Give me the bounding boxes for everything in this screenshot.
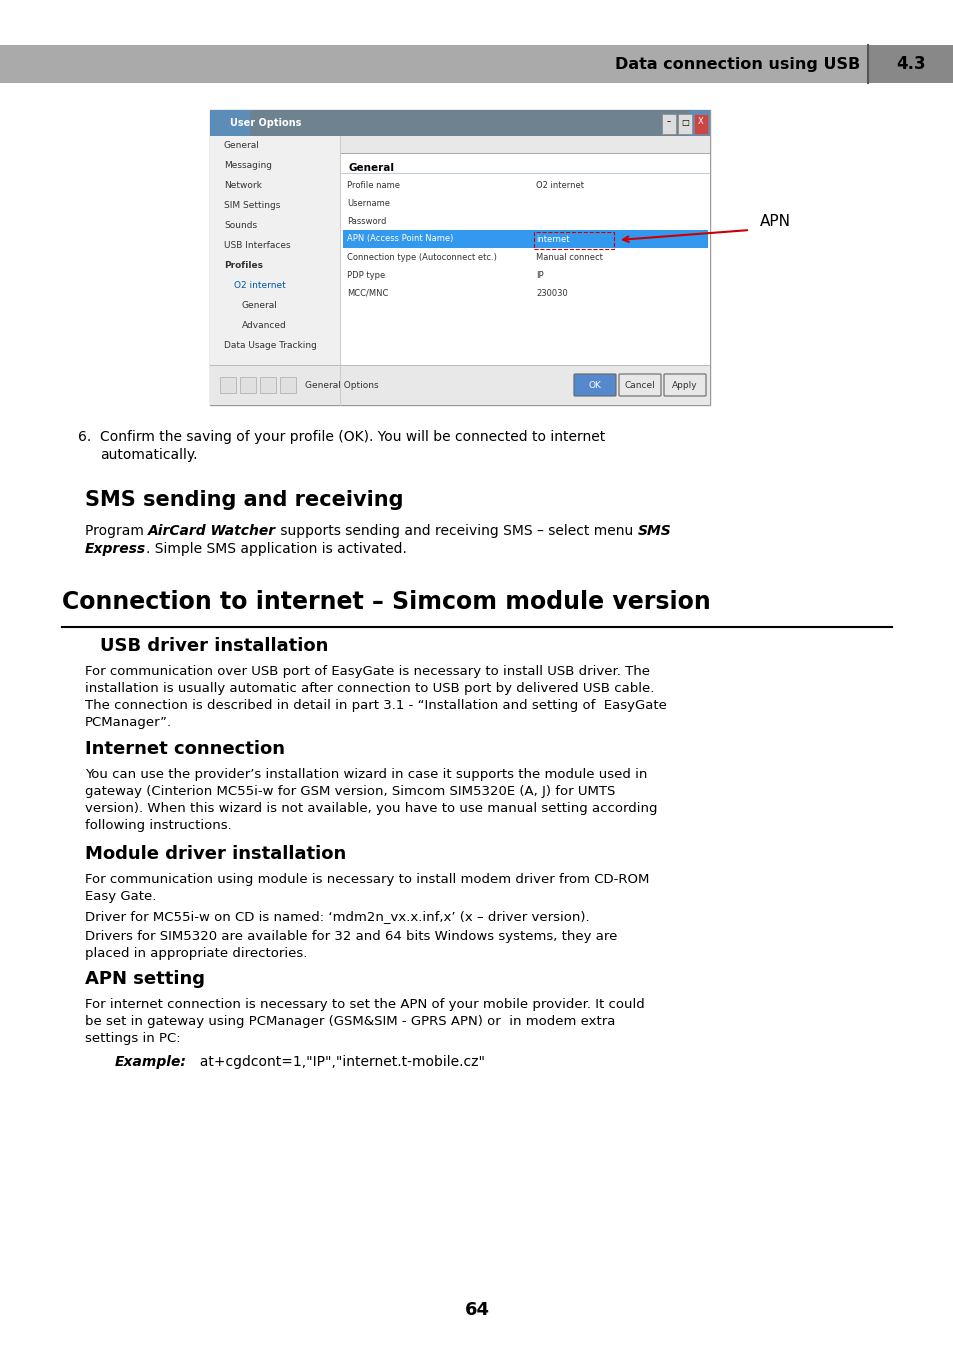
Text: General: General	[242, 301, 277, 310]
Text: Express: Express	[85, 542, 146, 556]
Text: settings in PC:: settings in PC:	[85, 1032, 180, 1045]
Text: following instructions.: following instructions.	[85, 819, 232, 832]
Text: APN: APN	[760, 214, 790, 229]
Text: Apply: Apply	[672, 380, 697, 390]
Text: For internet connection is necessary to set the APN of your mobile provider. It : For internet connection is necessary to …	[85, 998, 644, 1010]
Text: installation is usually automatic after connection to USB port by delivered USB : installation is usually automatic after …	[85, 683, 654, 695]
Bar	[210, 136, 339, 405]
Bar	[340, 136, 709, 405]
Text: For communication over USB port of EasyGate is necessary to install USB driver. : For communication over USB port of EasyG…	[85, 665, 649, 679]
Text: Profiles: Profiles	[224, 262, 263, 271]
Text: PCManager”.: PCManager”.	[85, 716, 172, 728]
Text: MCC/MNC: MCC/MNC	[347, 289, 388, 298]
Text: General: General	[349, 163, 395, 173]
Text: placed in appropriate directories.: placed in appropriate directories.	[85, 947, 307, 960]
Text: Profile name: Profile name	[347, 181, 399, 189]
Bar	[280, 376, 295, 393]
FancyBboxPatch shape	[663, 374, 705, 397]
Bar	[260, 376, 275, 393]
Text: O2 internet: O2 internet	[536, 181, 583, 189]
Text: IP: IP	[536, 271, 543, 279]
Bar	[343, 229, 707, 248]
Text: 230030: 230030	[536, 289, 567, 298]
Bar	[661, 115, 676, 134]
Text: Manual connect: Manual connect	[536, 252, 602, 262]
Bar	[340, 136, 709, 154]
Text: be set in gateway using PCManager (GSM&SIM - GPRS APN) or  in modem extra: be set in gateway using PCManager (GSM&S…	[85, 1014, 615, 1028]
Text: Sounds: Sounds	[224, 221, 257, 231]
Text: . Simple SMS application is activated.: . Simple SMS application is activated.	[146, 542, 407, 556]
Text: Easy Gate.: Easy Gate.	[85, 890, 156, 902]
Text: Messaging: Messaging	[224, 162, 272, 170]
Bar	[210, 111, 709, 405]
Text: PDP type: PDP type	[347, 271, 385, 279]
Text: For communication using module is necessary to install modem driver from CD-ROM: For communication using module is necess…	[85, 873, 649, 886]
Text: Module driver installation: Module driver installation	[85, 844, 346, 863]
Text: Driver for MC55i-w on CD is named: ‘mdm2n_vx.x.inf,x’ (x – driver version).: Driver for MC55i-w on CD is named: ‘mdm2…	[85, 911, 589, 923]
Text: 4.3: 4.3	[895, 55, 924, 73]
Text: 64: 64	[464, 1300, 489, 1319]
Bar	[220, 376, 235, 393]
Text: General Options: General Options	[305, 380, 378, 390]
Text: gateway (Cinterion MC55i-w for GSM version, Simcom SIM5320E (A, J) for UMTS: gateway (Cinterion MC55i-w for GSM versi…	[85, 785, 615, 799]
Text: USB Interfaces: USB Interfaces	[224, 241, 291, 251]
Text: APN (Access Point Name): APN (Access Point Name)	[347, 235, 453, 244]
Text: USB driver installation: USB driver installation	[100, 637, 328, 656]
Text: at+cgdcont=1,"IP","internet.t-mobile.cz": at+cgdcont=1,"IP","internet.t-mobile.cz"	[191, 1055, 484, 1068]
Text: Connection type (Autoconnect etc.): Connection type (Autoconnect etc.)	[347, 252, 497, 262]
Text: SMS: SMS	[638, 523, 671, 538]
Text: Connection to internet – Simcom module version: Connection to internet – Simcom module v…	[62, 590, 710, 614]
Text: Username: Username	[347, 198, 390, 208]
Bar	[240, 376, 255, 393]
Text: –: –	[666, 117, 670, 127]
Text: You can use the provider’s installation wizard in case it supports the module us: You can use the provider’s installation …	[85, 768, 647, 781]
Text: APN setting: APN setting	[85, 970, 205, 987]
Text: Password: Password	[347, 216, 386, 225]
Text: Network: Network	[224, 182, 262, 190]
Text: Data connection using USB: Data connection using USB	[614, 57, 859, 71]
Text: OK: OK	[588, 380, 600, 390]
Bar	[678, 115, 691, 134]
Text: automatically.: automatically.	[100, 448, 197, 461]
Bar	[250, 111, 689, 136]
Text: O2 internet: O2 internet	[233, 282, 286, 290]
Text: Advanced: Advanced	[242, 321, 287, 331]
Text: X: X	[698, 117, 703, 127]
Text: Cancel: Cancel	[624, 380, 655, 390]
Bar	[210, 111, 709, 136]
Text: internet: internet	[536, 235, 569, 244]
Text: □: □	[680, 117, 688, 127]
Text: SMS sending and receiving: SMS sending and receiving	[85, 490, 403, 510]
FancyBboxPatch shape	[618, 374, 660, 397]
Text: 6.: 6.	[78, 430, 91, 444]
Text: User Options: User Options	[230, 117, 301, 128]
Text: Program: Program	[85, 523, 148, 538]
Text: Example:: Example:	[115, 1055, 187, 1068]
Bar	[210, 366, 709, 405]
Bar	[867, 45, 953, 84]
Bar	[693, 115, 707, 134]
Text: General: General	[224, 142, 259, 151]
FancyBboxPatch shape	[574, 374, 616, 397]
Text: supports sending and receiving SMS – select menu: supports sending and receiving SMS – sel…	[276, 523, 638, 538]
Text: Confirm the saving of your profile (OK). You will be connected to internet: Confirm the saving of your profile (OK).…	[100, 430, 604, 444]
Text: Drivers for SIM5320 are available for 32 and 64 bits Windows systems, they are: Drivers for SIM5320 are available for 32…	[85, 929, 617, 943]
Text: Internet connection: Internet connection	[85, 741, 285, 758]
Text: SIM Settings: SIM Settings	[224, 201, 280, 210]
Text: The connection is described in detail in part 3.1 - “Installation and setting of: The connection is described in detail in…	[85, 699, 666, 712]
Bar	[0, 45, 953, 84]
Text: Data Usage Tracking: Data Usage Tracking	[224, 341, 316, 351]
Text: version). When this wizard is not available, you have to use manual setting acco: version). When this wizard is not availa…	[85, 803, 657, 815]
Text: AirCard Watcher: AirCard Watcher	[148, 523, 276, 538]
